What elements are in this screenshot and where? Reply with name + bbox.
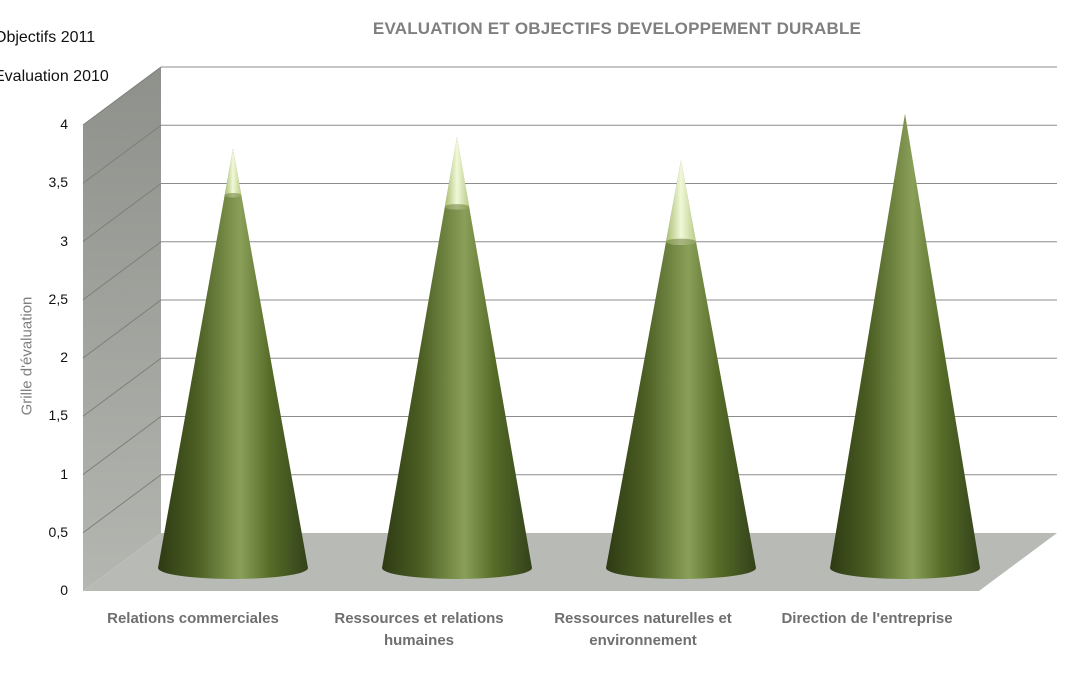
y-tick-label: 0	[60, 582, 68, 598]
cone-objectifs-2011	[444, 136, 470, 210]
legend-evaluation-2010: Evaluation 2010	[0, 68, 109, 85]
x-category-label: Ressources et relations humaines	[334, 610, 504, 649]
cone-3	[606, 160, 756, 579]
y-tick-label: 0,5	[48, 523, 68, 540]
cone-4	[830, 113, 980, 580]
y-axis-label: Grille d'évaluation	[18, 296, 36, 416]
y-tick-label: 3,5	[48, 174, 68, 191]
y-tick-label: 3	[60, 232, 68, 249]
cone-cap	[224, 192, 242, 198]
gridline-side	[82, 299, 162, 359]
cone-cap	[444, 204, 470, 210]
gridline-side	[82, 241, 162, 301]
chart-title: EVALUATION ET OBJECTIFS DEVELOPPEMENT DU…	[372, 19, 862, 38]
cone-2	[382, 136, 532, 579]
x-category-label: Ressources naturelles et environnement	[554, 610, 732, 649]
cone-evaluation-2010	[158, 148, 308, 579]
y-tick-label: 1,5	[48, 407, 68, 424]
gridline-side	[82, 357, 162, 417]
cone-objectifs-2011	[224, 148, 242, 198]
y-tick-label: 4	[60, 116, 68, 132]
cone-objectifs-2011	[666, 160, 696, 245]
y-tick-label: 2,5	[48, 290, 68, 307]
y-tick-label: 2	[60, 349, 68, 365]
cone-evaluation-2010	[606, 160, 756, 579]
cone-evaluation-2010	[382, 136, 532, 579]
cones	[158, 113, 980, 580]
y-tick-label: 1	[60, 465, 68, 482]
cone-1	[158, 148, 308, 579]
gridline-side	[82, 66, 162, 126]
cone-evaluation-2010	[830, 113, 980, 580]
gridline-side	[82, 183, 162, 242]
gridline-side	[82, 416, 162, 475]
x-category-label: Relations commerciales	[107, 610, 279, 627]
gridline-side	[82, 124, 162, 184]
cone-cap	[666, 238, 696, 245]
x-category-label: Direction de l'entreprise	[781, 610, 953, 627]
gridline-side	[82, 474, 162, 534]
chart-floor	[83, 533, 1057, 591]
legend-objectifs-2011: Objectifs 2011	[0, 29, 96, 46]
